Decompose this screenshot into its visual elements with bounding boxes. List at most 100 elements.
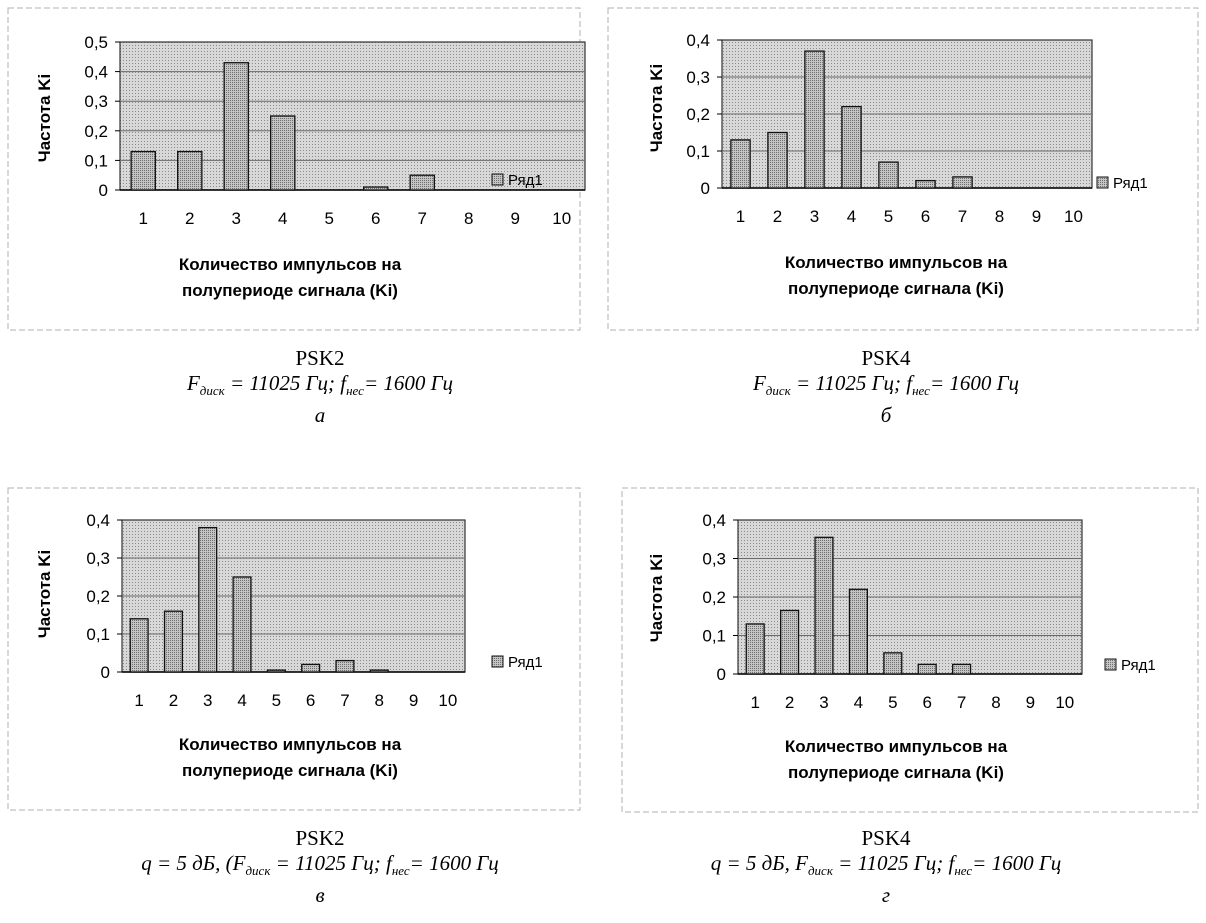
caption-params: q = 5 дБ, Fдиск = 11025 Гц; fнес= 1600 Г…	[710, 851, 1062, 879]
bar	[130, 150, 156, 191]
chart-1: 0 0,1 0,2 0,3 0,4 1 2 3 4 5 6 7 8 9 10 Частота Ki Количе…	[607, 7, 1199, 331]
bar	[952, 176, 973, 189]
caption-letter: г	[881, 883, 891, 908]
y-axis-title: Частота Ki	[647, 554, 666, 642]
x-tick-label: 4	[278, 209, 287, 228]
y-tick-label: 0	[701, 179, 710, 198]
bar	[369, 669, 389, 673]
y-tick-label: 0,3	[702, 550, 726, 569]
y-tick-label: 0,2	[84, 122, 108, 141]
x-tick-label: 3	[203, 691, 212, 710]
bar	[363, 186, 389, 191]
x-tick-label: 10	[1064, 207, 1083, 226]
y-tick-label: 0	[717, 665, 726, 684]
y-tick-label: 0,3	[84, 92, 108, 111]
x-tick-label: 8	[464, 209, 473, 228]
x-tick-label: 6	[371, 209, 380, 228]
bar	[917, 663, 937, 675]
x-tick-label: 2	[785, 693, 794, 712]
x-tick-label: 4	[854, 693, 863, 712]
y-tick-label: 0,4	[84, 63, 108, 82]
y-axis-title: Частота Ki	[35, 550, 54, 638]
y-tick-label: 0,2	[702, 588, 726, 607]
legend-label: Ряд1	[1121, 657, 1156, 674]
y-tick-label: 0,4	[86, 511, 110, 530]
bar	[163, 610, 184, 673]
bar	[266, 669, 286, 673]
x-tick-label: 4	[237, 691, 246, 710]
x-tick-label: 2	[169, 691, 178, 710]
bar	[883, 652, 903, 675]
x-tick-label: 3	[810, 207, 819, 226]
legend-label: Ряд1	[1113, 175, 1148, 192]
bar	[814, 536, 834, 675]
x-tick-label: 1	[750, 693, 759, 712]
x-tick-label: 1	[139, 209, 148, 228]
x-tick-label: 5	[884, 207, 893, 226]
x-tick-label: 2	[773, 207, 782, 226]
bar	[177, 150, 203, 191]
y-tick-label: 0,1	[84, 151, 108, 170]
bar	[198, 526, 218, 673]
bar	[848, 588, 868, 675]
chart-frame	[607, 7, 1199, 331]
y-tick-label: 0	[101, 663, 110, 682]
y-tick-label: 0,1	[86, 625, 110, 644]
y-tick-label: 0,4	[702, 511, 726, 530]
y-axis-title: Частота Ki	[647, 64, 666, 152]
x-tick-label: 5	[272, 691, 281, 710]
chart-0: 0 0,1 0,2 0,3 0,4 0,5 1 2 3 4 5 6 7 8 9 10 Частота Ki Кол…	[7, 7, 586, 331]
bar	[730, 139, 751, 189]
caption-letter: в	[315, 883, 325, 908]
y-tick-label: 0,5	[84, 33, 108, 52]
chart-2: 0 0,1 0,2 0,3 0,4 1 2 3 4 5 6 7 8 9 10 Частота Ki Количе…	[7, 487, 581, 811]
x-tick-label: 3	[232, 209, 241, 228]
legend-label: Ряд1	[508, 172, 543, 189]
legend-label: Ряд1	[508, 654, 543, 671]
caption-title: PSK4	[861, 346, 911, 370]
caption-a: PSK2 Fдиск = 11025 Гц; fнес= 1600 Гц а	[60, 346, 580, 428]
bar	[270, 115, 296, 191]
bar	[301, 663, 321, 673]
x-tick-label: 8	[991, 693, 1000, 712]
x-axis-title-line1: Количество импульсов на	[785, 737, 1008, 756]
legend-swatch	[491, 655, 504, 668]
caption-title: PSK4	[861, 826, 911, 850]
x-axis-title-line2: полупериоде сигнала (Ki)	[182, 761, 398, 780]
caption-b: PSK4 Fдиск = 11025 Гц; fнес= 1600 Гц б	[626, 346, 1146, 428]
y-tick-label: 0,2	[686, 105, 710, 124]
y-tick-label: 0,1	[702, 627, 726, 646]
x-tick-label: 9	[511, 209, 520, 228]
x-axis-title-line1: Количество импульсов на	[179, 735, 402, 754]
bar	[780, 609, 800, 675]
bar	[409, 174, 435, 191]
x-tick-label: 7	[418, 209, 427, 228]
bar	[952, 663, 972, 675]
caption-d: PSK4 q = 5 дБ, Fдиск = 11025 Гц; fнес= 1…	[626, 826, 1146, 908]
y-tick-label: 0	[99, 181, 108, 200]
bar	[745, 623, 765, 675]
bar	[129, 618, 149, 673]
x-tick-label: 4	[847, 207, 856, 226]
caption-title: PSK2	[295, 826, 345, 850]
legend-swatch	[491, 173, 504, 186]
caption-letter: а	[314, 403, 326, 428]
x-axis-title-line2: полупериоде сигнала (Ki)	[788, 763, 1004, 782]
bar	[335, 659, 355, 673]
y-tick-label: 0,3	[686, 68, 710, 87]
y-tick-label: 0,3	[86, 549, 110, 568]
y-axis-title: Частота Ki	[35, 74, 54, 162]
x-tick-label: 6	[921, 207, 930, 226]
x-tick-label: 7	[958, 207, 967, 226]
y-tick-label: 0,1	[686, 142, 710, 161]
x-tick-label: 1	[134, 691, 143, 710]
bar	[915, 179, 936, 189]
caption-c: PSK2 q = 5 дБ, (Fдиск = 11025 Гц; fнес= …	[60, 826, 580, 908]
x-tick-label: 1	[736, 207, 745, 226]
caption-title: PSK2	[295, 346, 345, 370]
x-tick-label: 6	[306, 691, 315, 710]
x-tick-label: 9	[1032, 207, 1041, 226]
bar	[878, 161, 899, 189]
bar	[804, 50, 825, 189]
